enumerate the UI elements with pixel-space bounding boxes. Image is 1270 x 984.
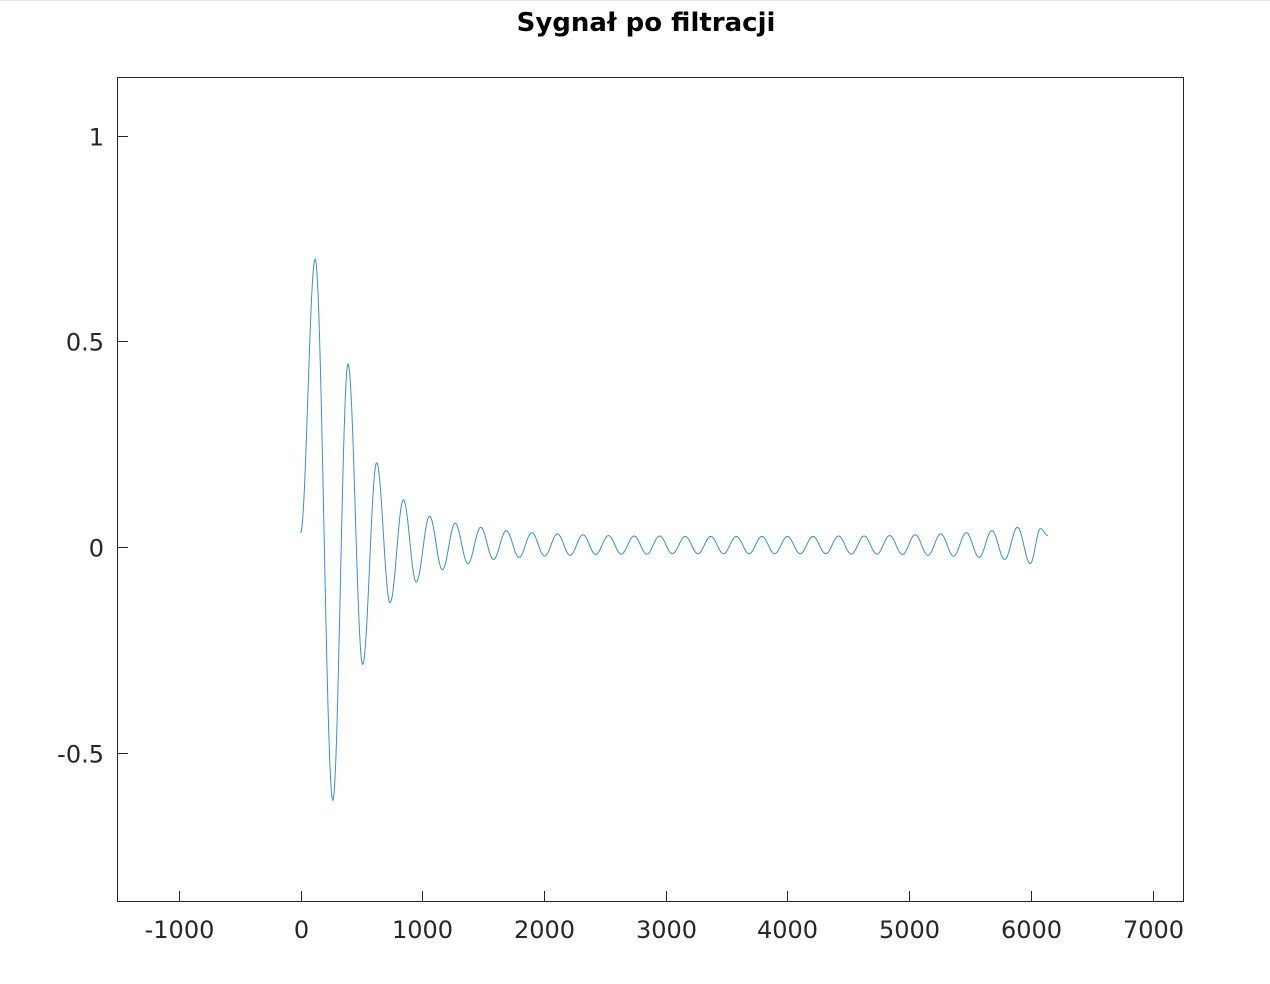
x-tick-label: 1000 bbox=[392, 916, 453, 944]
x-tick-label: 4000 bbox=[757, 916, 818, 944]
x-tick-label: 7000 bbox=[1123, 916, 1184, 944]
x-tick-label: 3000 bbox=[636, 916, 697, 944]
x-tick-label: -1000 bbox=[145, 916, 215, 944]
y-tick-label: 1 bbox=[89, 124, 104, 152]
chart-title: Sygnał po filtracji bbox=[517, 8, 776, 38]
series-layer bbox=[300, 257, 1048, 802]
plot-area-frame bbox=[117, 77, 1184, 902]
x-tick-label: 2000 bbox=[514, 916, 575, 944]
y-axis: 1 0.5 0 -0.5 bbox=[57, 124, 128, 769]
y-tick-label: -0.5 bbox=[57, 741, 104, 769]
x-tick-label: 6000 bbox=[1001, 916, 1062, 944]
y-tick-label: 0.5 bbox=[66, 329, 104, 357]
top-border-line bbox=[0, 0, 1270, 1]
x-tick-label: 5000 bbox=[879, 916, 940, 944]
x-tick-label: 0 bbox=[294, 916, 309, 944]
y-tick-label: 0 bbox=[89, 535, 104, 563]
series-line bbox=[300, 257, 1048, 802]
x-axis: -1000 0 1000 2000 3000 4000 5000 6000 7000 bbox=[145, 891, 1184, 944]
